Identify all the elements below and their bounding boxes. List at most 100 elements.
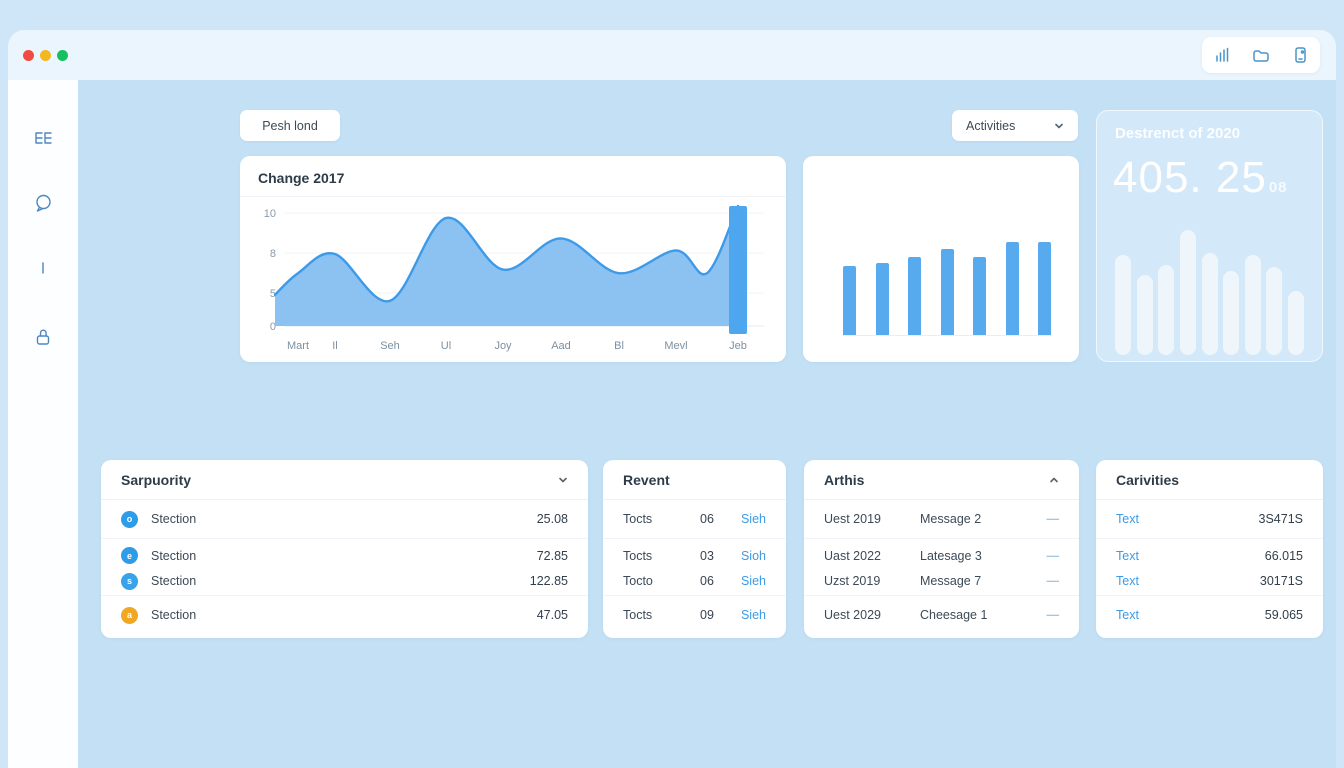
minimize-button[interactable]: [40, 50, 51, 61]
close-button[interactable]: [23, 50, 34, 61]
x-tick-label: Ul: [440, 340, 452, 352]
list-item-label: Stection: [151, 608, 197, 622]
bar: [1201, 253, 1218, 355]
list-item[interactable]: s Stection 122.85: [101, 569, 588, 596]
list-item-label: Stection: [151, 574, 197, 588]
stat-value-suffix: 08: [1268, 179, 1288, 196]
bar-chart-card: [803, 156, 1079, 362]
push-button[interactable]: Pesh lond: [240, 110, 340, 141]
x-tick-label: Aad: [551, 340, 571, 352]
svg-text:10: 10: [264, 208, 276, 220]
svg-text:5: 5: [270, 288, 276, 300]
list-item-value: 72.85: [536, 548, 568, 563]
row-message: Latesage 3: [920, 548, 982, 563]
revent-rows: Tocts 06 Sieh Tocts 03 Sioh Tocto 06 Sie…: [603, 500, 786, 634]
table-row: Tocts 09 Sieh: [603, 596, 786, 634]
bar-chart: [843, 236, 1051, 336]
push-button-label: Pesh lond: [262, 118, 318, 133]
arthis-rows: Uest 2019 Message 2 — Uast 2022 Latesage…: [804, 500, 1079, 634]
row-link[interactable]: Sieh: [740, 574, 766, 588]
table-row: Tocts 06 Sieh: [603, 500, 786, 539]
row-date: Uast 2022: [824, 548, 881, 563]
bar: [1136, 275, 1153, 355]
arthis-header[interactable]: Arthis: [804, 460, 1079, 500]
chevron-down-icon[interactable]: [558, 475, 568, 485]
sidebar: [8, 80, 78, 768]
row-action-dash[interactable]: —: [1046, 512, 1060, 526]
row-link[interactable]: Text: [1116, 608, 1139, 622]
grid-icon[interactable]: [32, 127, 54, 149]
row-action-dash[interactable]: —: [1046, 574, 1060, 588]
x-tick-label: Jeb: [729, 340, 747, 352]
window-controls: [23, 50, 68, 61]
row-date: Uest 2029: [824, 608, 881, 622]
svg-text:8: 8: [270, 248, 276, 260]
x-tick-label: Mart: [287, 340, 309, 352]
bar: [843, 266, 856, 335]
list-item-icon: o: [121, 510, 138, 528]
list-item[interactable]: a Stection 47.05: [101, 596, 588, 634]
chevron-up-icon[interactable]: [1049, 475, 1059, 485]
stat-bar-chart: [1115, 225, 1304, 355]
chat-icon[interactable]: [32, 192, 54, 214]
list-item-icon: e: [121, 547, 138, 564]
row-name: Tocto: [623, 574, 653, 588]
x-tick-label: Il: [332, 340, 338, 352]
x-tick-label: Mevl: [664, 340, 688, 352]
table-row: Uest 2019 Message 2 —: [804, 500, 1079, 539]
bar: [973, 257, 986, 335]
sarpuority-rows: o Stection 25.08 e Stection 72.85 s Stec…: [101, 500, 588, 634]
row-date: Uest 2019: [824, 512, 881, 526]
divider-icon[interactable]: [32, 257, 54, 279]
list-item[interactable]: o Stection 25.08: [101, 500, 588, 539]
sarpuority-title: Sarpuority: [121, 471, 192, 488]
list-item-value: 122.85: [529, 574, 568, 588]
table-row: Tocts 03 Sioh: [603, 542, 786, 569]
carivities-rows: Text 3S471S Text 66.015 Text 30171S Text…: [1096, 500, 1323, 634]
row-link[interactable]: Text: [1116, 512, 1139, 526]
row-action-dash[interactable]: —: [1046, 548, 1060, 563]
chevron-down-icon: [1055, 123, 1063, 128]
app-window: Pesh lond Activities Change 2017 10 8 5 0 M…: [8, 30, 1336, 768]
stat-card: Destrenct of 2020 405. 25 08: [1096, 110, 1323, 362]
list-item-icon: s: [121, 572, 138, 590]
row-message: Message 7: [920, 574, 982, 588]
x-axis-labels: Mart Il Seh Ul Joy Aad Bl Mevl Jeb: [250, 340, 776, 354]
list-item-label: Stection: [151, 512, 197, 526]
carivities-header: Carivities: [1096, 460, 1323, 500]
row-link[interactable]: Text: [1116, 574, 1139, 588]
row-action-dash[interactable]: —: [1046, 608, 1060, 622]
row-value: 30171S: [1259, 574, 1303, 588]
revent-title: Revent: [623, 471, 670, 488]
stat-value-main: 405. 25: [1113, 153, 1267, 202]
x-tick-label: Seh: [380, 340, 400, 352]
row-link[interactable]: Sieh: [740, 512, 766, 526]
lock-icon[interactable]: [32, 326, 54, 348]
row-qty: 03: [700, 548, 714, 563]
table-row: Text 3S471S: [1096, 500, 1323, 539]
device-icon[interactable]: [1290, 45, 1310, 65]
list-item[interactable]: e Stection 72.85: [101, 542, 588, 569]
row-qty: 09: [700, 608, 714, 622]
bar: [940, 249, 954, 335]
sarpuority-header[interactable]: Sarpuority: [101, 460, 588, 500]
row-link[interactable]: Text: [1116, 548, 1139, 563]
table-row: Text 66.015: [1096, 542, 1323, 569]
divider: [240, 196, 786, 197]
row-value: 59.065: [1264, 608, 1303, 622]
row-value: 3S471S: [1258, 512, 1303, 526]
activities-dropdown[interactable]: Activities: [952, 110, 1078, 141]
list-item-label: Stection: [151, 548, 197, 563]
bar: [908, 257, 921, 335]
row-message: Message 2: [920, 512, 982, 526]
carivities-title: Carivities: [1116, 471, 1180, 488]
sarpuority-card: Sarpuority o Stection 25.08 e Stection 7…: [101, 460, 588, 638]
stat-value: 405. 25 08: [1113, 153, 1288, 203]
signal-bars-icon[interactable]: [1212, 45, 1232, 65]
stat-card-title: Destrenct of 2020: [1115, 125, 1241, 142]
maximize-button[interactable]: [57, 50, 68, 61]
row-link[interactable]: Sieh: [740, 608, 766, 622]
row-link[interactable]: Sioh: [740, 548, 766, 563]
folder-icon[interactable]: [1251, 45, 1271, 65]
row-name: Tocts: [623, 548, 653, 563]
